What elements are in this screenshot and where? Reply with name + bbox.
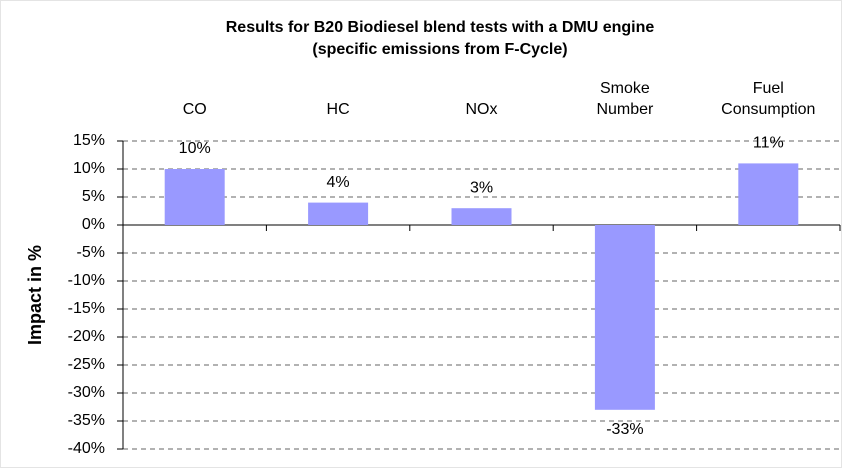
y-tick-label: -15% — [68, 300, 105, 317]
bar — [594, 225, 655, 410]
y-tick-label: 0% — [82, 216, 105, 233]
x-category-label: NOx — [465, 101, 498, 118]
chart-subtitle: (specific emissions from F-Cycle) — [312, 41, 567, 58]
bar — [738, 163, 799, 225]
value-label: 4% — [327, 174, 350, 191]
y-tick-label: -35% — [68, 412, 105, 429]
bar — [451, 208, 512, 225]
bar — [308, 202, 369, 225]
value-label: 11% — [753, 135, 784, 152]
chart-title: Results for B20 Biodiesel blend tests wi… — [226, 19, 655, 36]
value-label: -33% — [606, 421, 643, 438]
value-label: 3% — [470, 179, 493, 196]
y-axis-label: Impact in % — [25, 245, 45, 345]
y-tick-label: -25% — [68, 356, 105, 373]
y-tick-label: 5% — [82, 188, 105, 205]
x-category-label: Fuel Consumption — [721, 80, 816, 118]
y-tick-label: 15% — [73, 132, 105, 149]
x-category-label: HC — [326, 101, 350, 118]
y-tick-label: -20% — [68, 328, 105, 345]
y-tick-label: -5% — [77, 244, 105, 261]
y-tick-label: -10% — [68, 272, 105, 289]
y-tick-label: -40% — [68, 440, 105, 457]
x-category-label: CO — [182, 101, 207, 118]
y-tick-label: -30% — [68, 384, 105, 401]
y-tick-label: 10% — [73, 160, 105, 177]
x-category-label: Smoke Number — [596, 80, 654, 118]
bar — [164, 169, 225, 225]
value-label: 10% — [179, 140, 211, 157]
